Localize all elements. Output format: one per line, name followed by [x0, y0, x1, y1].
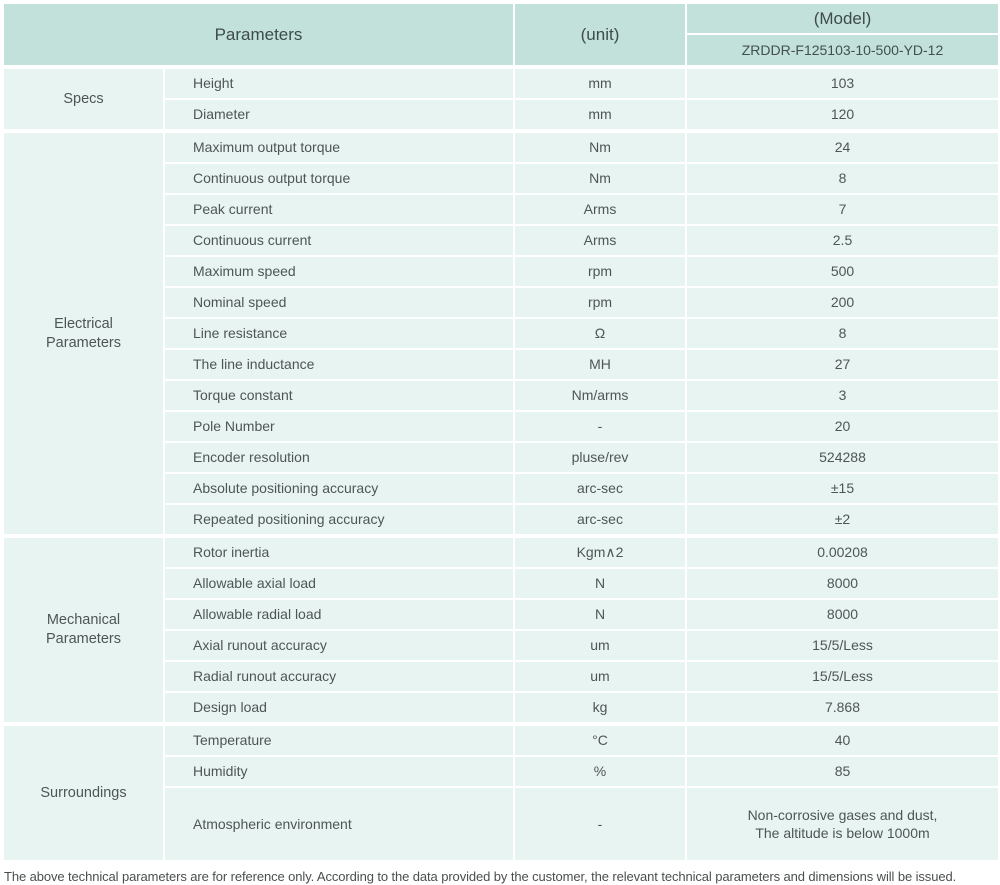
value-cell: 200 — [687, 288, 998, 317]
unit-cell: Ω — [515, 319, 685, 348]
value-cell: ±15 — [687, 474, 998, 503]
value-cell: 27 — [687, 350, 998, 379]
value-cell: 0.00208 — [687, 538, 998, 567]
param-name-cell: Temperature — [165, 726, 513, 755]
group-label: Electrical Parameters — [4, 133, 163, 534]
value-cell: 15/5/Less — [687, 662, 998, 691]
value-cell: Non-corrosive gases and dust, The altitu… — [687, 788, 998, 860]
value-cell: 8000 — [687, 569, 998, 598]
unit-cell: N — [515, 600, 685, 629]
value-cell: 8 — [687, 164, 998, 193]
param-name-cell: Humidity — [165, 757, 513, 786]
value-cell: 103 — [687, 69, 998, 98]
param-name-cell: Torque constant — [165, 381, 513, 410]
value-cell: 15/5/Less — [687, 631, 998, 660]
footer-note: The above technical parameters are for r… — [4, 869, 957, 884]
unit-cell: mm — [515, 100, 685, 129]
param-name-cell: Line resistance — [165, 319, 513, 348]
unit-cell: MH — [515, 350, 685, 379]
param-name-cell: Absolute positioning accuracy — [165, 474, 513, 503]
param-name-cell: Diameter — [165, 100, 513, 129]
unit-cell: rpm — [515, 257, 685, 286]
unit-cell: Arms — [515, 226, 685, 255]
unit-cell: arc-sec — [515, 474, 685, 503]
unit-cell: kg — [515, 693, 685, 722]
param-name-cell: Continuous output torque — [165, 164, 513, 193]
header-unit: (unit) — [515, 4, 685, 65]
unit-cell: pluse/rev — [515, 443, 685, 472]
header-parameters: Parameters — [4, 4, 513, 65]
group-label: Surroundings — [4, 726, 163, 860]
table-header: Parameters (unit) (Model) ZRDDR-F125103-… — [4, 4, 998, 65]
value-cell: 8000 — [687, 600, 998, 629]
section-specs: Specs Height mm 103 Diameter mm 120 — [4, 69, 998, 129]
unit-cell: Nm/arms — [515, 381, 685, 410]
section-mechanical: Mechanical Parameters Rotor inertia Kgm∧2 0… — [4, 538, 998, 722]
unit-cell: % — [515, 757, 685, 786]
param-name-cell: The line inductance — [165, 350, 513, 379]
unit-cell: - — [515, 412, 685, 441]
value-cell: 85 — [687, 757, 998, 786]
param-name-cell: Nominal speed — [165, 288, 513, 317]
unit-cell: - — [515, 788, 685, 860]
unit-cell: °C — [515, 726, 685, 755]
unit-cell: Nm — [515, 133, 685, 162]
value-cell: 20 — [687, 412, 998, 441]
param-name-cell: Peak current — [165, 195, 513, 224]
param-name-cell: Allowable radial load — [165, 600, 513, 629]
unit-cell: arc-sec — [515, 505, 685, 534]
group-label: Mechanical Parameters — [4, 538, 163, 722]
value-cell: 7 — [687, 195, 998, 224]
param-name-cell: Maximum output torque — [165, 133, 513, 162]
section-electrical: Electrical Parameters Maximum output torq… — [4, 133, 998, 534]
value-cell: 24 — [687, 133, 998, 162]
value-cell: 40 — [687, 726, 998, 755]
unit-cell: mm — [515, 69, 685, 98]
value-cell: 500 — [687, 257, 998, 286]
param-name-cell: Height — [165, 69, 513, 98]
unit-cell: rpm — [515, 288, 685, 317]
param-name-cell: Maximum speed — [165, 257, 513, 286]
value-cell: 7.868 — [687, 693, 998, 722]
unit-cell: um — [515, 662, 685, 691]
value-cell: 524288 — [687, 443, 998, 472]
value-cell: 2.5 — [687, 226, 998, 255]
param-name-cell: Allowable axial load — [165, 569, 513, 598]
param-name-cell: Atmospheric environment — [165, 788, 513, 860]
param-name-cell: Continuous current — [165, 226, 513, 255]
param-name-cell: Encoder resolution — [165, 443, 513, 472]
header-model: (Model) — [687, 4, 998, 33]
param-name-cell: Rotor inertia — [165, 538, 513, 567]
unit-cell: Nm — [515, 164, 685, 193]
param-name-cell: Design load — [165, 693, 513, 722]
section-surroundings: Surroundings Temperature °C 40 Humidity% 85 At… — [4, 726, 998, 860]
unit-cell: Kgm∧2 — [515, 538, 685, 567]
value-cell: 3 — [687, 381, 998, 410]
value-cell: ±2 — [687, 505, 998, 534]
param-name-cell: Pole Number — [165, 412, 513, 441]
unit-cell: um — [515, 631, 685, 660]
spec-table-body: Specs Height mm 103 Diameter mm 120 Electrical … — [4, 69, 998, 860]
group-label: Specs — [4, 69, 163, 129]
value-cell: 8 — [687, 319, 998, 348]
unit-cell: N — [515, 569, 685, 598]
value-cell: 120 — [687, 100, 998, 129]
param-name-cell: Radial runout accuracy — [165, 662, 513, 691]
header-model-number: ZRDDR-F125103-10-500-YD-12 — [687, 35, 998, 65]
param-name-cell: Repeated positioning accuracy — [165, 505, 513, 534]
param-name-cell: Axial runout accuracy — [165, 631, 513, 660]
unit-cell: Arms — [515, 195, 685, 224]
